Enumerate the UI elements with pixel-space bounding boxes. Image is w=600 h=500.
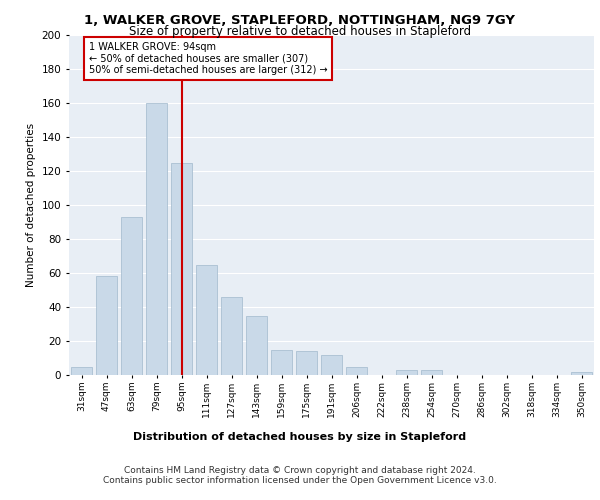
Text: 1, WALKER GROVE, STAPLEFORD, NOTTINGHAM, NG9 7GY: 1, WALKER GROVE, STAPLEFORD, NOTTINGHAM,…	[85, 14, 515, 27]
Bar	[571, 372, 592, 375]
Text: Distribution of detached houses by size in Stapleford: Distribution of detached houses by size …	[133, 432, 467, 442]
Bar	[346, 366, 367, 375]
Bar	[271, 350, 292, 375]
Bar	[296, 351, 317, 375]
Bar	[121, 217, 142, 375]
Bar	[421, 370, 442, 375]
Text: Contains HM Land Registry data © Crown copyright and database right 2024.
Contai: Contains HM Land Registry data © Crown c…	[103, 466, 497, 485]
Bar	[321, 354, 342, 375]
Bar	[96, 276, 117, 375]
Bar	[71, 366, 92, 375]
Y-axis label: Number of detached properties: Number of detached properties	[26, 123, 36, 287]
Bar	[171, 162, 192, 375]
Bar	[246, 316, 267, 375]
Text: Size of property relative to detached houses in Stapleford: Size of property relative to detached ho…	[129, 25, 471, 38]
Bar	[146, 103, 167, 375]
Text: 1 WALKER GROVE: 94sqm
← 50% of detached houses are smaller (307)
50% of semi-det: 1 WALKER GROVE: 94sqm ← 50% of detached …	[89, 42, 328, 75]
Bar	[221, 297, 242, 375]
Bar	[396, 370, 417, 375]
Bar	[196, 264, 217, 375]
